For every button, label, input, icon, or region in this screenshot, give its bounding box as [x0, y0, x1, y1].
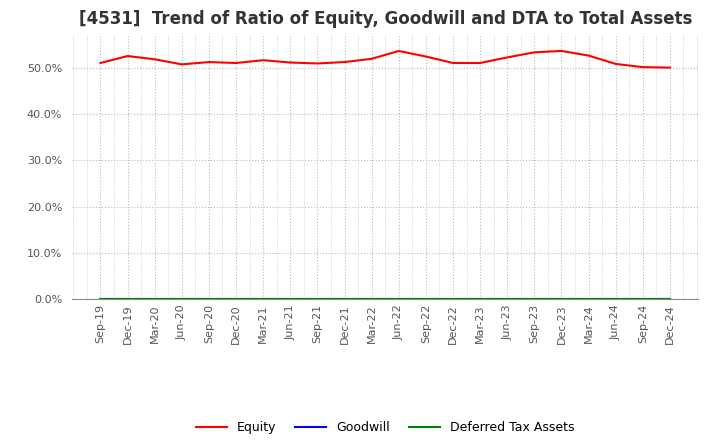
Line: Equity: Equity: [101, 51, 670, 68]
Deferred Tax Assets: [611, 297, 620, 302]
Goodwill: [639, 297, 647, 302]
Deferred Tax Assets: [150, 297, 159, 302]
Deferred Tax Assets: [476, 297, 485, 302]
Equity: [665, 65, 674, 70]
Goodwill: [476, 297, 485, 302]
Deferred Tax Assets: [421, 297, 430, 302]
Deferred Tax Assets: [204, 297, 213, 302]
Equity: [530, 50, 539, 55]
Deferred Tax Assets: [178, 297, 186, 302]
Deferred Tax Assets: [123, 297, 132, 302]
Equity: [259, 58, 268, 63]
Equity: [503, 55, 511, 60]
Goodwill: [530, 297, 539, 302]
Equity: [313, 61, 322, 66]
Equity: [96, 60, 105, 66]
Equity: [150, 57, 159, 62]
Deferred Tax Assets: [341, 297, 349, 302]
Equity: [341, 59, 349, 65]
Deferred Tax Assets: [395, 297, 403, 302]
Deferred Tax Assets: [96, 297, 105, 302]
Goodwill: [367, 297, 376, 302]
Goodwill: [96, 297, 105, 302]
Goodwill: [313, 297, 322, 302]
Deferred Tax Assets: [503, 297, 511, 302]
Goodwill: [286, 297, 294, 302]
Equity: [639, 65, 647, 70]
Equity: [421, 54, 430, 59]
Equity: [367, 56, 376, 62]
Equity: [178, 62, 186, 67]
Equity: [611, 61, 620, 66]
Title: [4531]  Trend of Ratio of Equity, Goodwill and DTA to Total Assets: [4531] Trend of Ratio of Equity, Goodwil…: [78, 10, 692, 28]
Goodwill: [665, 297, 674, 302]
Goodwill: [395, 297, 403, 302]
Equity: [204, 59, 213, 65]
Goodwill: [341, 297, 349, 302]
Goodwill: [150, 297, 159, 302]
Deferred Tax Assets: [313, 297, 322, 302]
Goodwill: [421, 297, 430, 302]
Deferred Tax Assets: [639, 297, 647, 302]
Deferred Tax Assets: [259, 297, 268, 302]
Equity: [232, 60, 240, 66]
Equity: [123, 53, 132, 59]
Goodwill: [232, 297, 240, 302]
Equity: [476, 60, 485, 66]
Deferred Tax Assets: [449, 297, 457, 302]
Equity: [286, 60, 294, 65]
Goodwill: [449, 297, 457, 302]
Equity: [584, 53, 593, 58]
Deferred Tax Assets: [665, 297, 674, 302]
Goodwill: [178, 297, 186, 302]
Goodwill: [503, 297, 511, 302]
Deferred Tax Assets: [557, 297, 566, 302]
Equity: [557, 48, 566, 54]
Deferred Tax Assets: [232, 297, 240, 302]
Deferred Tax Assets: [286, 297, 294, 302]
Goodwill: [204, 297, 213, 302]
Equity: [449, 60, 457, 66]
Goodwill: [557, 297, 566, 302]
Equity: [395, 48, 403, 54]
Deferred Tax Assets: [530, 297, 539, 302]
Goodwill: [611, 297, 620, 302]
Deferred Tax Assets: [367, 297, 376, 302]
Goodwill: [584, 297, 593, 302]
Goodwill: [259, 297, 268, 302]
Legend: Equity, Goodwill, Deferred Tax Assets: Equity, Goodwill, Deferred Tax Assets: [191, 416, 580, 439]
Deferred Tax Assets: [584, 297, 593, 302]
Goodwill: [123, 297, 132, 302]
